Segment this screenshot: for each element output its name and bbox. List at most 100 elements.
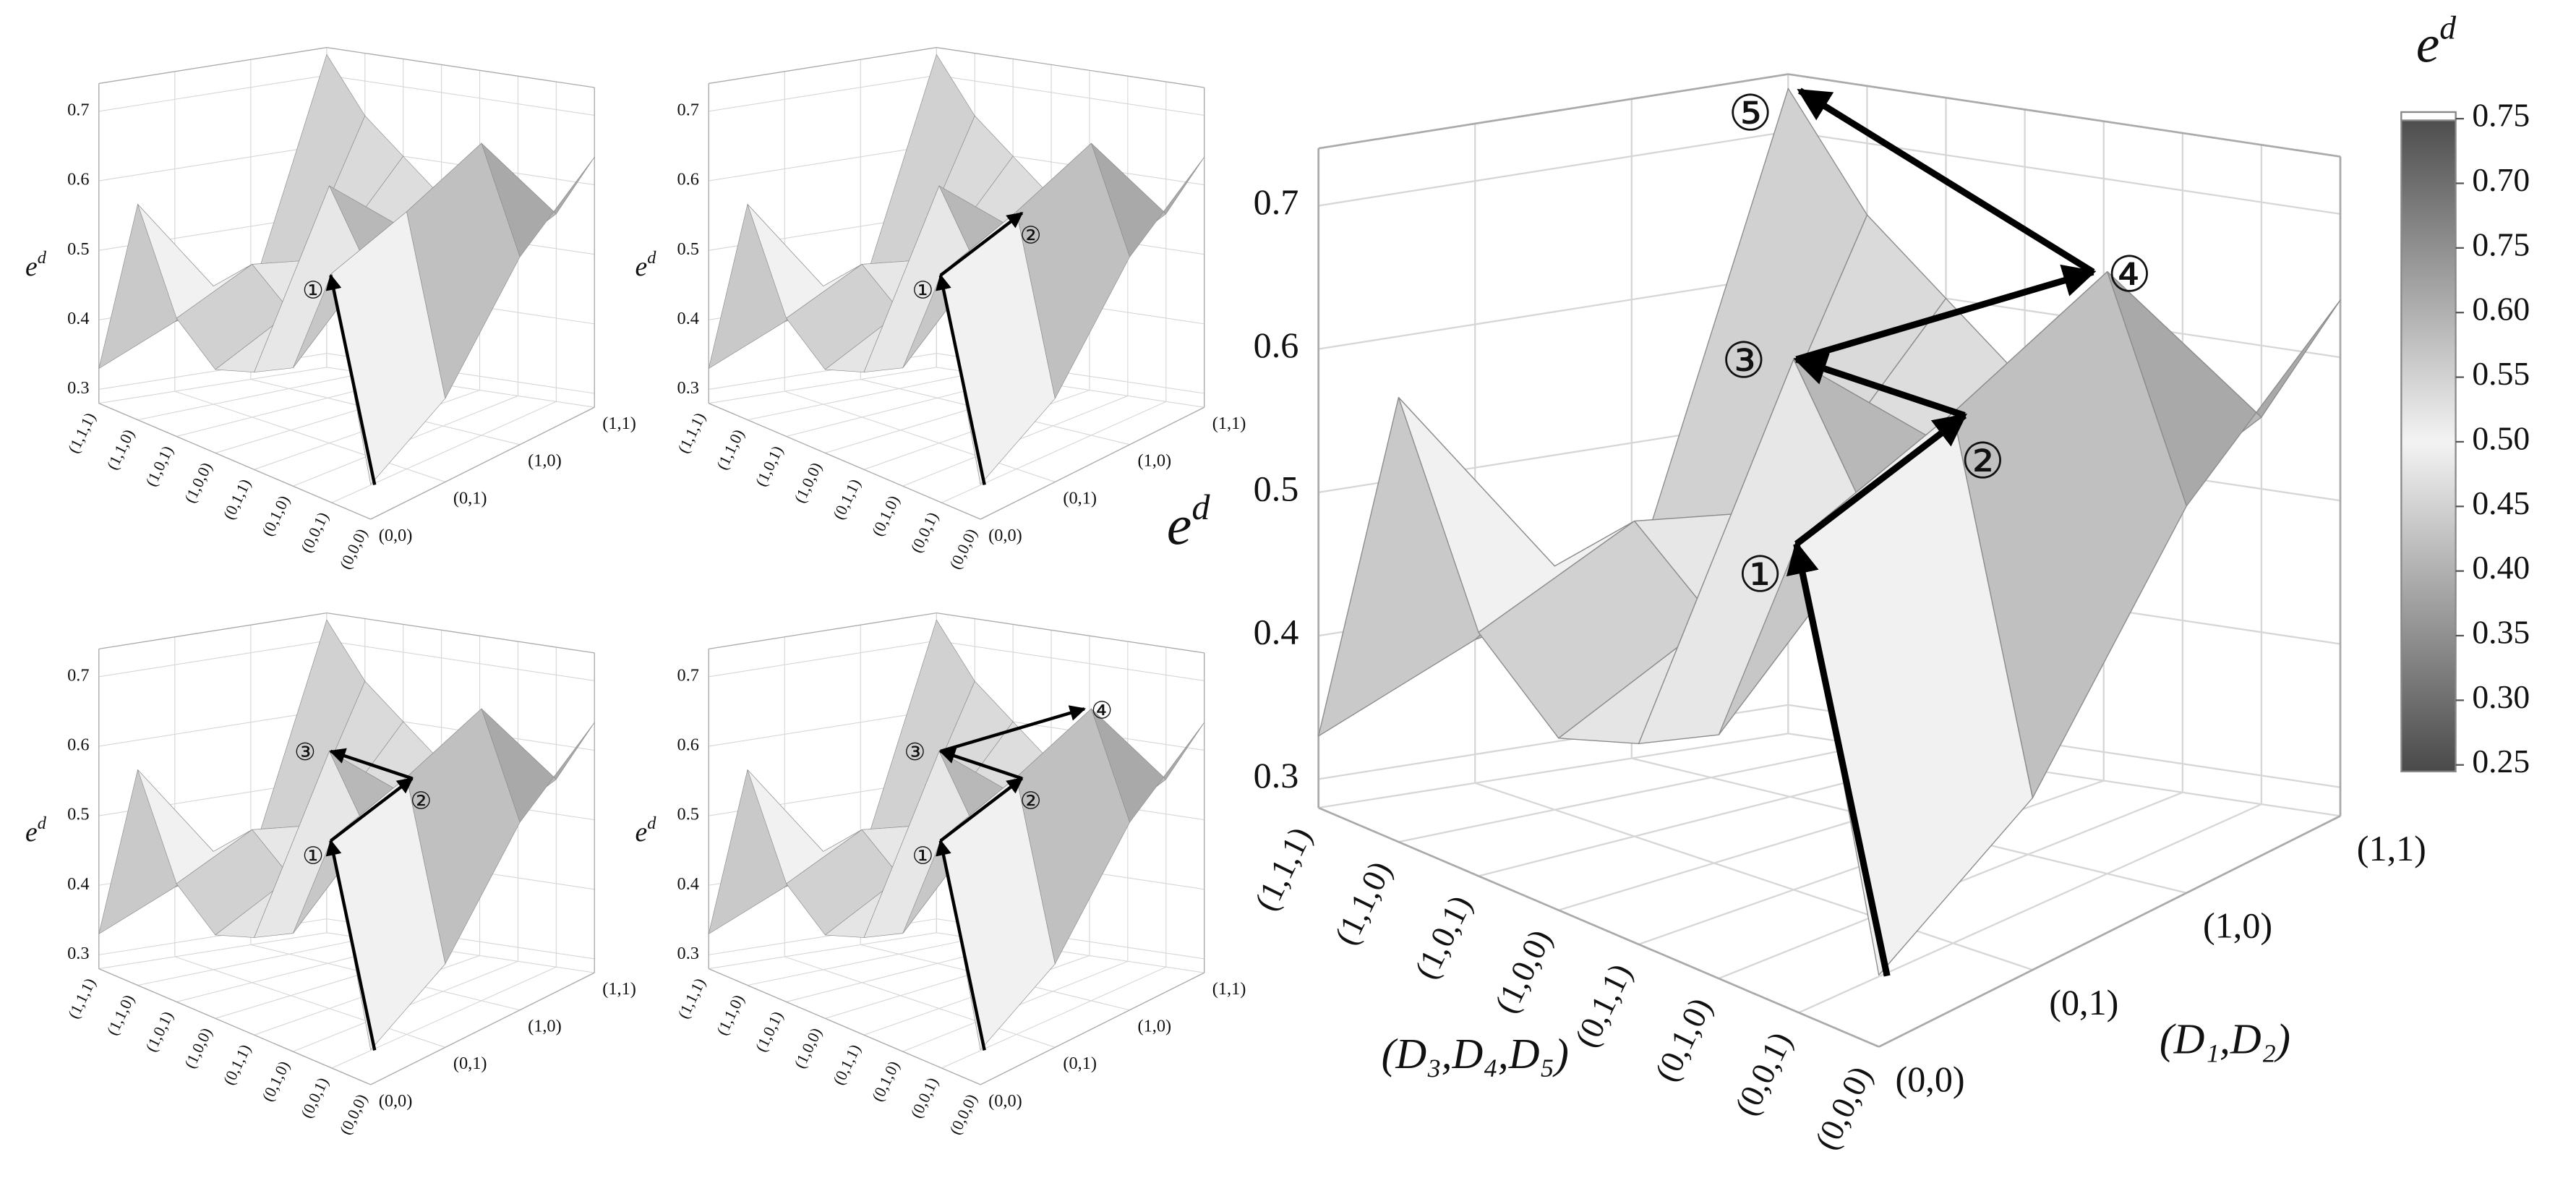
z-tick-label: 0.5	[677, 805, 699, 824]
x-axis-title: (D₃,D₄,D₅)	[1382, 1030, 1569, 1077]
y-tick-label: (0,0)	[1896, 1059, 1965, 1099]
path-arrow	[330, 777, 414, 842]
z-tick-label: 0.4	[677, 309, 699, 328]
floor-grid	[331, 966, 557, 1069]
z-grid-line	[98, 74, 327, 112]
z-tick-label: 0.7	[1254, 182, 1299, 222]
box-edge	[1788, 73, 2341, 158]
z-tick-label: 0.5	[677, 239, 699, 259]
z-grid-line	[936, 74, 1204, 116]
path-arrow	[1793, 353, 1966, 419]
x-tick-label: (1,1,0)	[103, 427, 137, 473]
step-label: ①	[912, 278, 934, 304]
x-tick-label: (0,0,0)	[946, 1091, 980, 1138]
x-tick-label: (0,1,1)	[829, 476, 864, 522]
colorbar-label: 0.60	[2472, 291, 2530, 328]
z-tick-label: 0.6	[677, 170, 699, 189]
x-tick-label: (1,0,1)	[142, 1008, 176, 1054]
box-edge	[326, 612, 595, 654]
panel: 0.30.40.50.60.7(0,0,0)(0,0,1)(0,1,0)(0,1…	[636, 47, 1246, 572]
path-arrow	[1794, 412, 1967, 547]
z-axis-title-base: e	[25, 252, 38, 282]
z-tick-label: 0.6	[67, 170, 89, 189]
z-axis-title: ed	[636, 814, 657, 848]
z-axis-title-sup: d	[38, 814, 47, 833]
x-tick-label: (0,0,0)	[336, 526, 371, 572]
x-tick-label: (0,1,1)	[219, 476, 254, 522]
step-label: ③	[1721, 333, 1766, 388]
z-grid-line	[709, 640, 937, 678]
x-tick-label: (1,0,0)	[790, 1025, 825, 1071]
z-axis-title-base: e	[1167, 494, 1191, 556]
y-tick-label: (1,0)	[2203, 905, 2272, 945]
floor-grid	[174, 956, 446, 1048]
box-edge	[980, 406, 1204, 520]
colorbar-title: ed	[2416, 9, 2456, 73]
z-tick-label: 0.4	[1254, 612, 1299, 652]
colorbar-title-base: e	[2416, 14, 2439, 73]
colorbar	[2400, 111, 2457, 772]
x-tick-label: (1,0,0)	[1487, 923, 1559, 1019]
colorbar-label: 0.55	[2472, 355, 2530, 392]
colorbar-label: 0.75	[2472, 97, 2530, 134]
path-arrow	[1786, 540, 1891, 977]
x-tick-label: (0,1,0)	[868, 1058, 903, 1104]
step-label: ②	[1020, 222, 1042, 249]
x-tick-label: (1,1,1)	[64, 410, 99, 456]
x-tick-label: (1,1,0)	[103, 991, 137, 1038]
x-tick-label: (1,1,0)	[1327, 855, 1398, 951]
x-tick-label: (0,1,1)	[829, 1041, 864, 1088]
floor-grid	[331, 401, 557, 503]
box-edge	[370, 972, 595, 1085]
x-tick-label: (0,0,1)	[297, 1075, 332, 1121]
z-tick-label: 0.4	[67, 309, 89, 328]
z-tick-label: 0.3	[67, 944, 89, 963]
z-grid-line	[98, 709, 327, 747]
y-tick-label: (1,1)	[1212, 979, 1246, 999]
box-edge	[326, 47, 595, 88]
step-label: ③	[294, 739, 316, 766]
z-grid-line	[1318, 273, 1789, 350]
x-tick-label: (0,1,1)	[1567, 957, 1639, 1053]
step-label: ①	[302, 278, 324, 304]
x-tick-label: (1,0,0)	[181, 459, 215, 505]
x-tick-label: (0,0,1)	[1727, 1026, 1799, 1122]
z-axis-title-sup: d	[38, 248, 47, 268]
z-tick-label: 0.4	[67, 874, 89, 894]
y-tick-label: (1,0)	[528, 1017, 562, 1036]
x-tick-label: (0,0,1)	[907, 1075, 941, 1121]
x-tick-label: (0,1,0)	[258, 492, 293, 539]
x-tick-label: (1,0,0)	[181, 1025, 215, 1071]
y-tick-label: (0,1)	[1063, 488, 1097, 508]
colorbar-label: 0.25	[2472, 743, 2530, 780]
floor-grid	[98, 932, 327, 970]
z-tick-label: 0.7	[67, 665, 89, 685]
z-axis-title-sup: d	[647, 248, 656, 268]
step-label: ①	[912, 843, 934, 870]
step-label: ②	[1020, 788, 1042, 814]
y-tick-label: (1,1)	[2357, 828, 2426, 868]
box-edge	[709, 612, 937, 650]
floor-grid	[174, 390, 446, 482]
x-tick-label: (0,0,1)	[297, 509, 332, 555]
x-tick-label: (1,0,1)	[1407, 889, 1479, 985]
y-tick-label: (0,0)	[379, 526, 413, 545]
colorbar-label: 0.70	[2472, 161, 2530, 198]
x-tick-label: (0,0,0)	[336, 1091, 371, 1138]
x-tick-label: (0,0,1)	[907, 509, 941, 555]
z-axis-title: ed	[1167, 487, 1210, 556]
step-label: ②	[1961, 434, 2005, 489]
z-tick-label: 0.7	[67, 100, 89, 119]
z-tick-label: 0.7	[677, 665, 699, 685]
z-grid-line	[326, 640, 595, 681]
path-arrow	[940, 705, 1086, 754]
step-label: ①	[1738, 547, 1782, 602]
z-tick-label: 0.3	[677, 378, 699, 398]
path-arrow	[939, 211, 1024, 277]
step-label: ④	[1091, 697, 1113, 724]
z-tick-label: 0.3	[1254, 755, 1299, 795]
box-edge	[708, 968, 981, 1085]
path-arrow	[329, 748, 413, 780]
panel: 0.30.40.50.60.7(0,0,0)(0,0,1)(0,1,0)(0,1…	[25, 47, 636, 572]
panel: 0.30.40.50.60.7(0,0,0)(0,0,1)(0,1,0)(0,1…	[1167, 73, 2426, 1156]
